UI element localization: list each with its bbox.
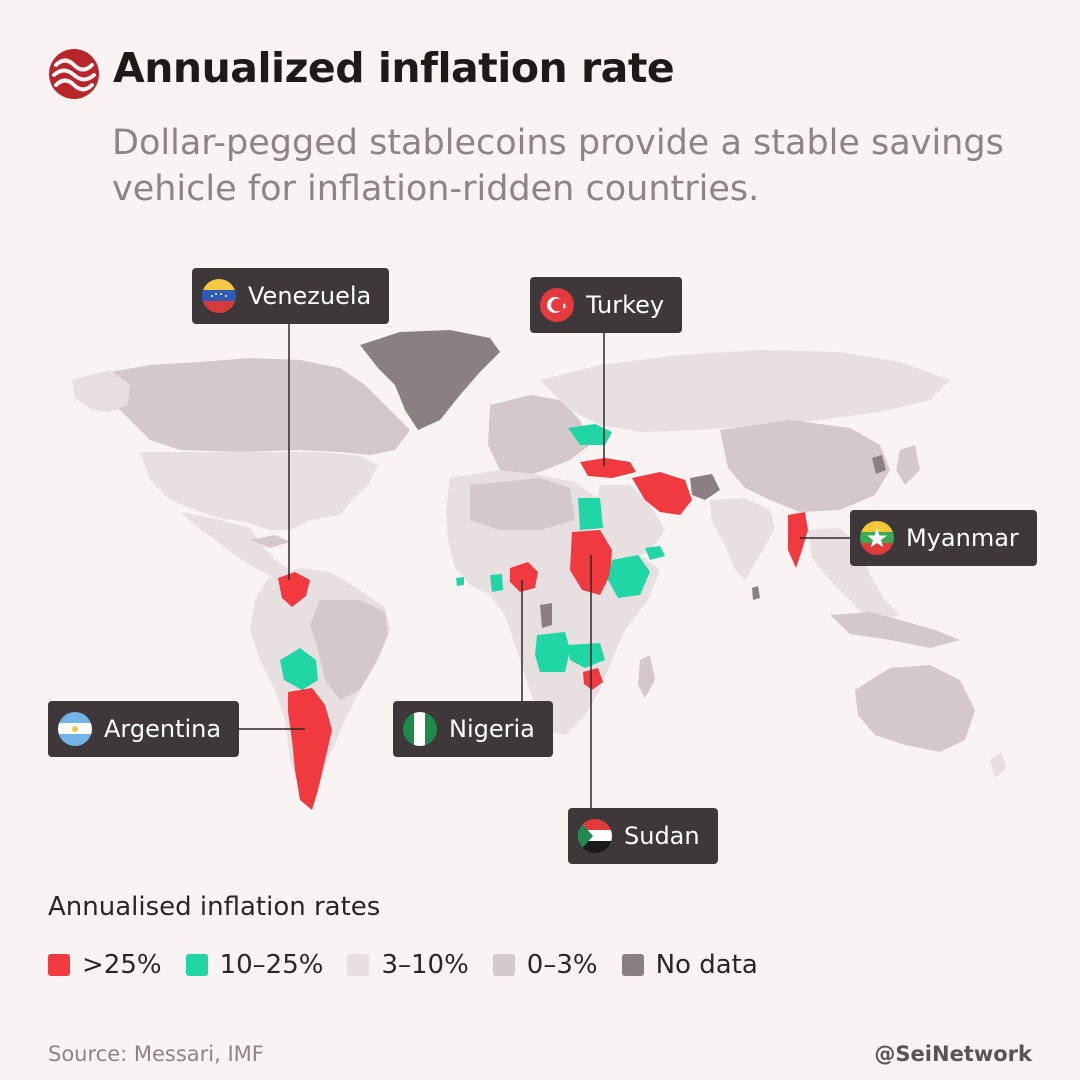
callout-label-argentina: Argentina <box>104 715 222 743</box>
map-region-new-zealand <box>990 752 1006 778</box>
map-region-angola <box>535 632 570 672</box>
map-region-india <box>710 498 775 580</box>
map-region-ghana <box>490 574 503 592</box>
map-region-ethiopia <box>608 555 650 598</box>
map-region-usa <box>140 452 378 530</box>
map-region-mexico <box>180 512 290 578</box>
source-text: Source: Messari, IMF <box>48 1042 264 1066</box>
map-region-indonesia <box>830 612 960 648</box>
legend: >25% 10–25% 3–10% 0–3% No data <box>48 948 782 982</box>
map-region-caribbean <box>250 535 290 548</box>
map-region-canada <box>80 358 410 455</box>
map-region-bolivia <box>280 648 318 690</box>
map-region-turkey <box>580 458 636 478</box>
page-title: Annualized inflation rate <box>113 44 675 92</box>
map-region-korea <box>872 455 886 474</box>
legend-item-over-25: >25% <box>48 950 162 980</box>
page-subtitle: Dollar-pegged stablecoins provide a stab… <box>112 123 1004 209</box>
callout-label-turkey: Turkey <box>586 291 665 319</box>
sei-wave-logo-icon <box>49 49 99 99</box>
sudan-flag-icon <box>578 819 612 853</box>
legend-swatch <box>492 954 515 976</box>
callout-label-venezuela: Venezuela <box>248 282 372 310</box>
map-region-ukraine <box>568 424 612 445</box>
legend-swatch <box>185 954 208 976</box>
map-region-africa <box>446 470 660 735</box>
callout-turkey: Turkey <box>530 277 683 333</box>
map-region-afghanistan <box>690 474 720 500</box>
map-region-venezuela <box>278 572 310 607</box>
legend-label: >25% <box>82 950 162 980</box>
legend-swatch <box>621 954 644 976</box>
social-handle: @SeiNetwork <box>874 1042 1032 1066</box>
map-region-iran <box>632 472 692 515</box>
map-region-brazil <box>310 600 388 700</box>
callout-venezuela: Venezuela <box>192 268 390 324</box>
map-region-alaska <box>72 370 130 412</box>
callout-nigeria: Nigeria <box>393 701 553 757</box>
callout-sudan: Sudan <box>568 808 718 864</box>
map-region-zimbabwe <box>583 668 603 690</box>
callout-label-myanmar: Myanmar <box>906 524 1019 552</box>
map-region-nigeria <box>510 562 538 592</box>
legend-label: 10–25% <box>219 950 324 980</box>
callout-myanmar: Myanmar <box>850 510 1037 566</box>
map-region-congo <box>540 603 552 628</box>
legend-item-10-25: 10–25% <box>185 950 324 980</box>
map-region-sri-lanka <box>752 586 760 600</box>
map-region-russia <box>540 350 950 432</box>
map-region-zambia <box>568 643 605 668</box>
callout-argentina: Argentina <box>48 701 240 757</box>
callout-label-nigeria: Nigeria <box>449 715 535 743</box>
legend-title: Annualised inflation rates <box>48 892 381 922</box>
legend-swatch <box>347 954 370 976</box>
map-region-north-africa <box>470 478 575 530</box>
legend-item-0-3: 0–3% <box>492 950 598 980</box>
legend-label: No data <box>655 950 758 980</box>
nigeria-flag-icon <box>403 712 437 746</box>
map-region-myanmar <box>788 512 808 568</box>
callout-label-sudan: Sudan <box>624 822 700 850</box>
map-region-greenland <box>360 330 500 430</box>
turkey-flag-icon <box>540 288 574 322</box>
map-region-europe <box>488 395 590 478</box>
legend-label: 0–3% <box>526 950 598 980</box>
map-region-japan <box>896 445 920 485</box>
argentina-flag-icon <box>58 712 92 746</box>
legend-swatch <box>48 954 70 976</box>
map-region-australia <box>855 665 975 752</box>
legend-item-no-data: No data <box>621 950 758 980</box>
legend-label: 3–10% <box>381 950 469 980</box>
myanmar-flag-icon <box>860 521 894 555</box>
map-region-madagascar <box>638 655 655 698</box>
map-region-southeast-asia <box>808 528 900 622</box>
venezuela-flag-icon <box>202 279 236 313</box>
map-region-argentina <box>288 688 332 810</box>
legend-item-3-10: 3–10% <box>347 950 469 980</box>
map-region-yemen <box>645 546 665 560</box>
map-region-china <box>720 420 890 512</box>
map-region-sierra-leone <box>456 577 464 586</box>
map-region-egypt <box>578 498 603 530</box>
